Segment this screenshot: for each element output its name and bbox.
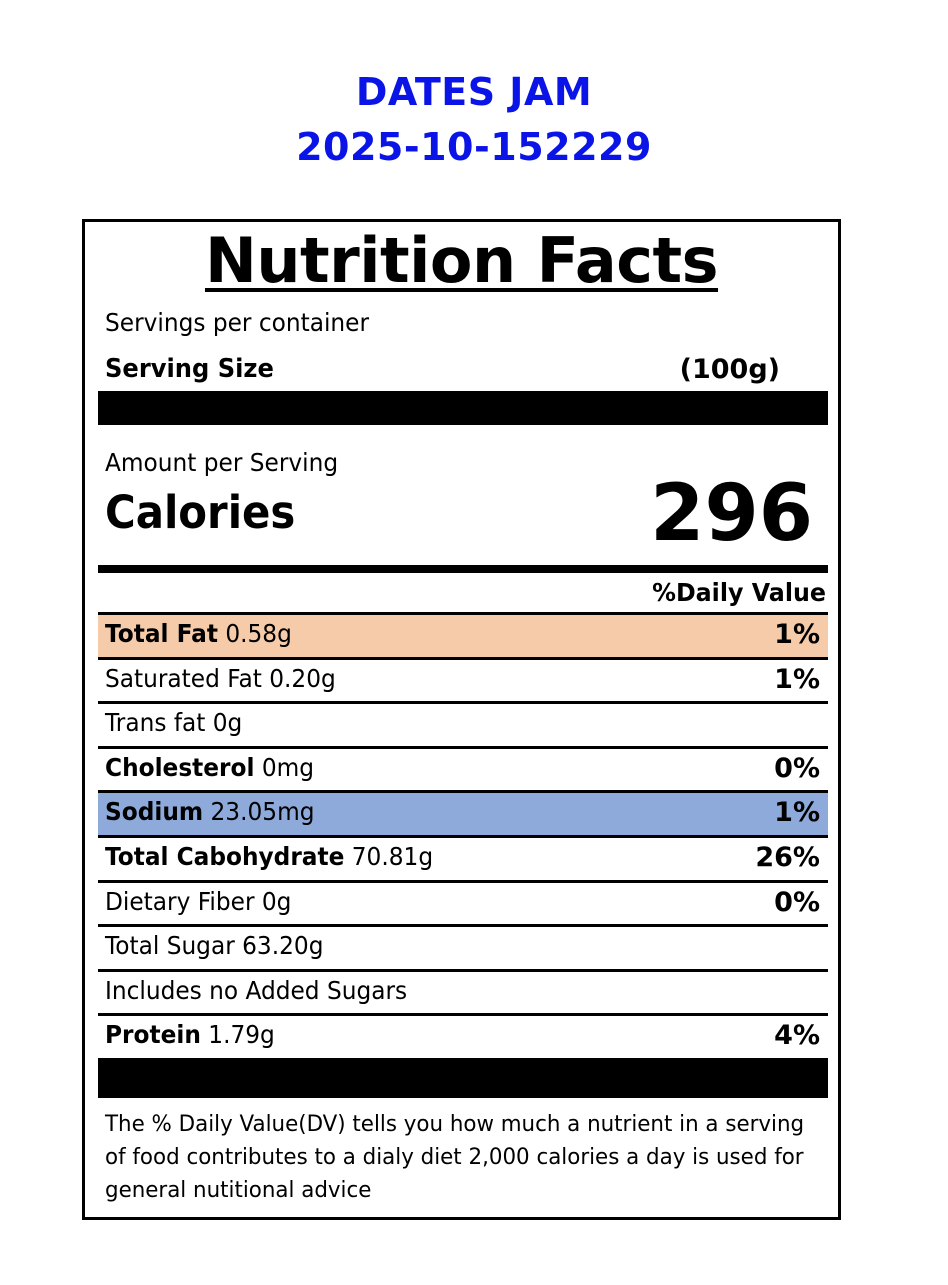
servings-per-container: Servings per container [105,308,370,337]
nutrient-row: Cholesterol 0mg 0% [98,745,828,791]
product-name: DATES JAM [355,70,593,114]
nutrient-row: Trans fat 0g [98,701,828,746]
nutrient-row: Sodium 23.05mg 1% [98,790,828,836]
nutrient-label: Dietary Fiber 0g [105,887,291,916]
nutrient-row: Dietary Fiber 0g 0% [98,879,828,925]
nutrient-label: Includes no Added Sugars [105,976,407,1005]
nutrient-label: Saturated Fat 0.20g [105,664,336,693]
nutrient-daily-value: 1% [774,663,820,695]
nutrient-daily-value: 4% [774,1020,820,1052]
nutrient-label: Cholesterol 0mg [105,753,314,782]
nutrient-label: Total Sugar 63.20g [105,931,323,960]
thick-divider [98,391,828,425]
footnote: The % Daily Value(DV) tells you how much… [105,1111,805,1203]
nutrient-daily-value: 26% [755,842,820,873]
nutrient-label: Protein 1.79g [105,1020,275,1049]
nutrient-label: Sodium 23.05mg [105,797,314,826]
nutrient-row: Protein 1.79g 4% [98,1013,828,1058]
nutrient-name: Trans fat 0g [105,708,243,738]
label-title: Nutrition Facts [204,224,719,297]
nutrient-name: Dietary Fiber 0g [105,886,292,916]
nutrient-daily-value: 1% [774,797,820,829]
product-code: 2025-10-152229 [296,125,652,169]
nutrient-amount: 1.79g [200,1020,275,1050]
nutrient-name: Saturated Fat 0.20g [105,663,336,693]
nutrient-label: Total Cabohydrate 70.81g [105,842,433,871]
serving-size-value: (100g) [679,354,780,385]
calories-label: Calories [105,486,296,539]
nutrient-daily-value: 1% [774,619,820,650]
daily-value-header: %Daily Value [652,578,826,607]
nutrient-label: Trans fat 0g [105,708,242,737]
nutrient-name: Total Sugar 63.20g [105,931,324,961]
nutrient-name: Total Cabohydrate [105,842,345,871]
nutrient-amount: 0.58g [217,619,292,648]
nutrient-name: Includes no Added Sugars [105,975,408,1005]
nutrient-amount: 70.81g [344,842,434,871]
calories-value: 296 [650,469,813,559]
nutrient-name: Total Fat [105,619,218,648]
nutrient-row: Total Sugar 63.20g [98,924,828,969]
nutrient-row: Total Cabohydrate 70.81g 26% [98,835,828,880]
serving-size-label: Serving Size [105,354,274,384]
nutrition-facts-label: Nutrition Facts Servings per container S… [82,219,841,1220]
nutrient-row: Saturated Fat 0.20g 1% [98,656,828,702]
nutrient-label: Total Fat 0.58g [105,619,292,648]
nutrient-amount: 0mg [254,752,315,782]
nutrient-amount: 23.05mg [203,797,315,827]
nutrient-daily-value: 0% [774,886,820,918]
nutrient-daily-value: 0% [774,752,820,784]
thick-divider-bottom [98,1058,828,1098]
amount-per-serving: Amount per Serving [105,448,339,477]
nutrient-row: Total Fat 0.58g 1% [98,612,828,657]
nutrient-row: Includes no Added Sugars [98,968,828,1014]
medium-divider [98,565,828,573]
nutrient-name: Protein [105,1020,201,1050]
nutrient-name: Sodium [105,797,204,827]
nutrient-name: Cholesterol [105,752,255,782]
